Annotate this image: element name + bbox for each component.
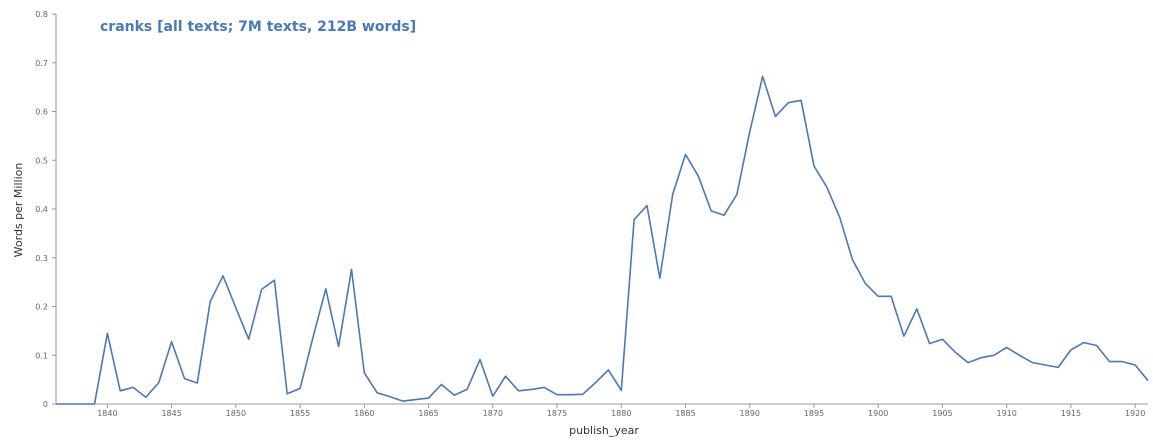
y-tick-label: 0.8 bbox=[35, 10, 48, 19]
y-tick-label: 0.7 bbox=[35, 59, 48, 68]
chart-title: cranks [all texts; 7M texts, 212B words] bbox=[100, 19, 416, 35]
y-tick-label: 0 bbox=[43, 400, 48, 409]
y-tick-label: 0.6 bbox=[35, 108, 48, 117]
x-tick-label: 1905 bbox=[932, 409, 952, 418]
x-tick-label: 1890 bbox=[740, 409, 760, 418]
x-tick-label: 1870 bbox=[483, 409, 503, 418]
y-axis: 0 0.1 0.2 0.3 0.4 0.5 0.6 0.7 0.8 bbox=[35, 10, 57, 409]
x-tick-label: 1855 bbox=[290, 409, 310, 418]
y-tick-label: 0.4 bbox=[35, 205, 48, 214]
series-group bbox=[56, 75, 1149, 405]
y-tick-label: 0.1 bbox=[35, 351, 48, 360]
x-tick-label: 1910 bbox=[997, 409, 1017, 418]
y-axis-label: Words per Million bbox=[12, 163, 25, 258]
x-tick-label: 1865 bbox=[418, 409, 438, 418]
x-tick-label: 1895 bbox=[804, 409, 824, 418]
series-line-0 bbox=[56, 75, 1149, 405]
x-tick-label: 1840 bbox=[97, 409, 117, 418]
x-axis-label: publish_year bbox=[569, 424, 639, 437]
x-tick-label: 1885 bbox=[675, 409, 695, 418]
x-tick-label: 1875 bbox=[547, 409, 567, 418]
x-tick-label: 1860 bbox=[354, 409, 374, 418]
x-tick-label: 1850 bbox=[226, 409, 246, 418]
y-tick-label: 0.3 bbox=[35, 254, 48, 263]
x-tick-label: 1920 bbox=[1125, 409, 1145, 418]
y-tick-label: 0.5 bbox=[35, 156, 48, 165]
x-tick-label: 1880 bbox=[611, 409, 631, 418]
x-axis: 1840 1845 1850 1855 1860 1865 1870 1875 1880 1885… bbox=[56, 403, 1148, 418]
x-tick-label: 1900 bbox=[868, 409, 888, 418]
x-tick-label: 1915 bbox=[1061, 409, 1081, 418]
x-tick-label: 1845 bbox=[161, 409, 181, 418]
y-tick-label: 0.2 bbox=[35, 303, 48, 312]
